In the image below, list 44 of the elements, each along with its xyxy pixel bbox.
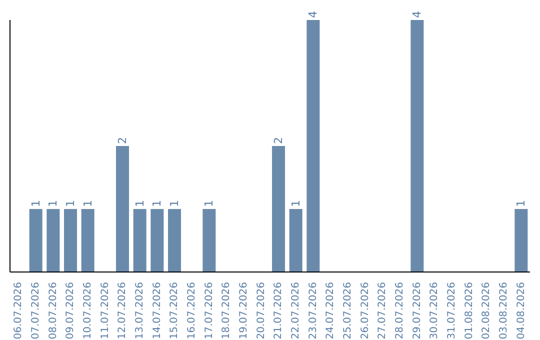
x-tick-label: 09.07.2026 (65, 282, 76, 340)
data-label: 2 (116, 137, 129, 144)
x-tick-label: 27.07.2026 (377, 282, 388, 340)
data-label: 4 (410, 11, 424, 18)
x-tick-label: 10.07.2026 (82, 282, 94, 340)
x-tick-label: 13.07.2026 (134, 282, 146, 340)
x-tick-label: 04.08.2026 (516, 282, 527, 340)
x-tick-label: 03.08.2026 (498, 282, 510, 340)
data-label: 1 (29, 200, 42, 207)
data-label: 2 (272, 137, 285, 144)
x-tick-label: 01.08.2026 (464, 282, 475, 340)
x-tick-label: 18.07.2026 (221, 282, 232, 340)
x-tick-label: 23.07.2026 (308, 282, 319, 340)
data-label: 1 (64, 200, 77, 207)
data-label: 4 (306, 11, 320, 18)
x-tick-label: 15.07.2026 (169, 282, 180, 340)
data-label: 1 (168, 200, 181, 207)
data-label: 1 (46, 200, 60, 207)
x-tick-label: 24.07.2026 (325, 282, 336, 340)
x-tick-label: 16.07.2026 (186, 282, 198, 340)
x-tick-label: 08.07.2026 (48, 282, 59, 340)
x-tick-label: 19.07.2026 (238, 282, 250, 340)
data-label: 1 (81, 200, 94, 207)
x-tick-label: 31.07.2026 (446, 282, 458, 340)
x-tick-label: 28.07.2026 (394, 282, 406, 340)
x-tick-label: 07.07.2026 (30, 282, 42, 340)
x-tick-label: 22.07.2026 (290, 282, 302, 340)
x-tick-label: 06.07.2026 (13, 282, 24, 340)
x-tick-label: 02.08.2026 (481, 282, 492, 340)
x-tick-label: 20.07.2026 (256, 282, 267, 340)
x-tick-label: 26.07.2026 (360, 282, 371, 340)
x-tick-label: 25.07.2026 (342, 282, 354, 340)
data-label: 1 (150, 200, 164, 207)
x-tick-label: 30.07.2026 (429, 282, 440, 340)
data-label: 1 (289, 200, 302, 207)
x-tick-label: 14.07.2026 (152, 282, 163, 340)
x-tick-label: 29.07.2026 (412, 282, 423, 340)
x-tick-label: 21.07.2026 (273, 282, 284, 340)
x-tick-label: 12.07.2026 (117, 282, 128, 340)
x-tick-label: 11.07.2026 (100, 282, 111, 340)
x-tick-label: 17.07.2026 (204, 282, 215, 340)
data-label: 1 (514, 200, 528, 207)
data-label: 1 (133, 200, 146, 207)
data-label: 1 (202, 200, 216, 207)
